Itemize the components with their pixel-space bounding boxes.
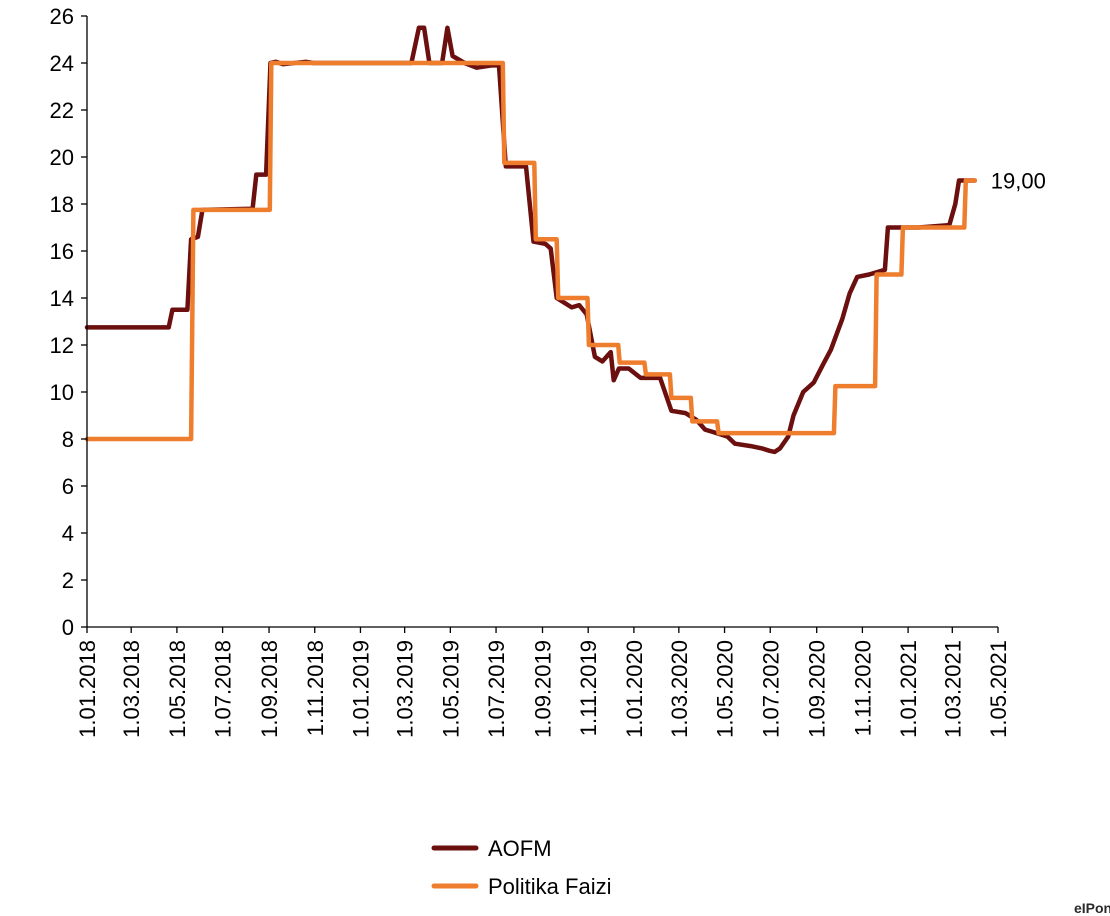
y-tick-label: 12	[50, 333, 74, 358]
x-tick-label: 1.01.2018	[75, 640, 100, 738]
end-value-label: 19,00	[991, 169, 1046, 194]
x-tick-label: 1.07.2019	[484, 640, 509, 738]
watermark: eIPonl	[1073, 900, 1110, 916]
x-tick-label: 1.09.2018	[257, 640, 282, 738]
y-tick-label: 14	[50, 286, 74, 311]
y-tick-label: 22	[50, 98, 74, 123]
x-tick-label: 1.05.2019	[438, 640, 463, 738]
y-tick-label: 2	[62, 568, 74, 593]
y-tick-label: 4	[62, 521, 74, 546]
x-tick-label: 1.07.2018	[211, 640, 236, 738]
x-tick-label: 1.03.2021	[940, 640, 965, 738]
y-tick-label: 10	[50, 380, 74, 405]
series-layer	[84, 25, 978, 455]
x-tick-label: 1.01.2020	[622, 640, 647, 738]
x-tick-label: 1.01.2021	[896, 640, 921, 738]
legend-label-aofm: AOFM	[488, 836, 552, 861]
y-tick-label: 8	[62, 427, 74, 452]
y-tick-label: 24	[50, 51, 74, 76]
x-tick-label: 1.11.2020	[850, 640, 875, 736]
x-tick-label: 1.05.2020	[713, 640, 738, 738]
x-tick-label: 1.03.2018	[119, 640, 144, 738]
x-tick-label: 1.01.2019	[348, 640, 373, 738]
x-tick-label: 1.11.2019	[576, 640, 601, 736]
x-tick-label: 1.09.2019	[531, 640, 556, 738]
x-tick-label: 1.05.2018	[165, 640, 190, 738]
x-tick-label: 1.03.2019	[393, 640, 418, 738]
y-tick-label: 26	[50, 4, 74, 29]
y-tick-label: 16	[50, 239, 74, 264]
legend-label-politika-faizi: Politika Faizi	[488, 874, 611, 899]
x-tick-label: 1.07.2020	[758, 640, 783, 738]
y-tick-label: 18	[50, 192, 74, 217]
x-tick-label: 1.11.2018	[303, 640, 328, 736]
y-tick-label: 6	[62, 474, 74, 499]
series-line-politika-faizi	[84, 60, 978, 442]
legend: AOFM Politika Faizi	[431, 836, 611, 899]
y-tick-label: 20	[50, 145, 74, 170]
x-tick-label: 1.03.2020	[667, 640, 692, 738]
x-tick-label: 1.09.2020	[805, 640, 830, 738]
x-tick-label: 1.05.2021	[986, 640, 1011, 738]
y-tick-label: 0	[62, 615, 74, 640]
